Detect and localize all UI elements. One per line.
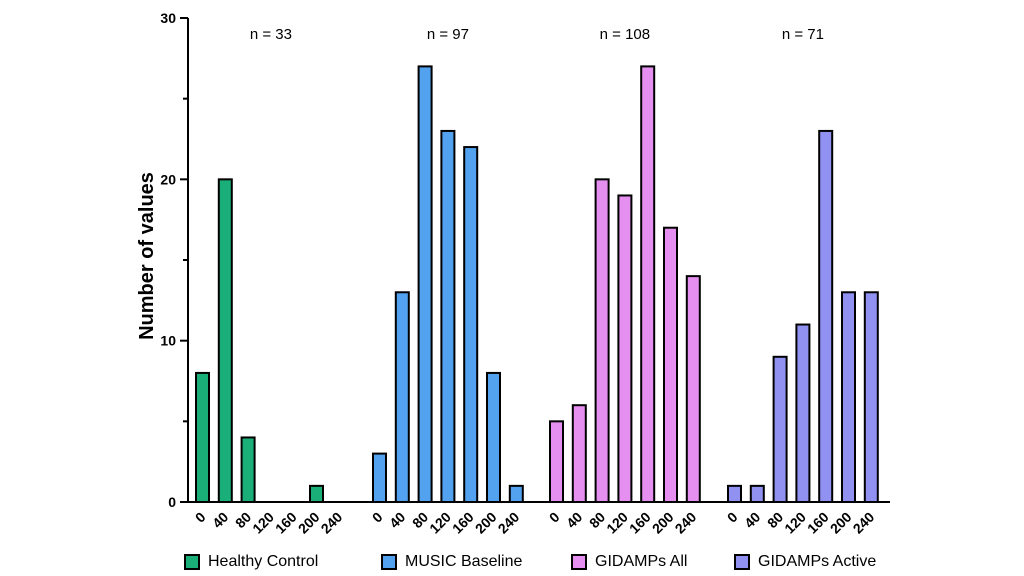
- n-count-label: n = 108: [600, 26, 650, 43]
- bar: [309, 484, 324, 504]
- x-tick-label: 0: [546, 509, 563, 526]
- bar: [749, 484, 765, 504]
- legend-item-gidamps-active: GIDAMPs Active: [734, 550, 876, 574]
- bar: [463, 146, 479, 503]
- bar: [727, 484, 742, 504]
- legend-label: MUSIC Baseline: [405, 553, 523, 570]
- x-tick-label: 0: [369, 509, 386, 526]
- x-tick-label: 120: [249, 509, 277, 537]
- x-tick-label: 40: [563, 509, 585, 531]
- x-tick-label: 160: [449, 509, 477, 537]
- legend-label: Healthy Control: [208, 553, 319, 570]
- y-tick-label: 20: [160, 171, 176, 187]
- x-tick-label: 200: [295, 509, 323, 537]
- x-tick-label: 40: [209, 509, 231, 531]
- x-tick-label: 200: [472, 509, 500, 537]
- legend-item-gidamps-all: GIDAMPs All: [571, 550, 687, 574]
- legend-swatch: [184, 554, 200, 570]
- x-tick-label: 200: [649, 509, 677, 537]
- n-count-label: n = 33: [250, 26, 292, 43]
- bar: [571, 404, 587, 504]
- x-tick-label: 40: [741, 509, 763, 531]
- bar: [663, 226, 678, 503]
- x-tick-label: 160: [272, 509, 300, 537]
- legend-label: GIDAMPs All: [595, 553, 688, 570]
- bar: [440, 129, 456, 504]
- x-tick-label: 240: [850, 509, 878, 537]
- x-tick-label: 200: [827, 509, 855, 537]
- y-tick-label: 0: [168, 494, 176, 510]
- bar: [508, 484, 524, 504]
- legend: Healthy Control MUSIC Baseline GIDAMPs A…: [184, 550, 904, 574]
- bars: [195, 65, 879, 504]
- x-tick-label: 160: [626, 509, 654, 537]
- bar: [195, 371, 210, 503]
- bar: [841, 291, 856, 503]
- y-tick-label: 30: [160, 10, 176, 26]
- bar: [217, 178, 233, 503]
- bar: [372, 452, 387, 504]
- legend-swatch: [381, 554, 397, 570]
- x-tick-label: 240: [672, 509, 700, 537]
- bar: [417, 65, 433, 504]
- bar: [818, 129, 834, 504]
- x-tick-label: 0: [192, 509, 209, 526]
- bar: [772, 355, 788, 503]
- legend-swatch: [734, 554, 750, 570]
- bar: [240, 436, 256, 504]
- bar: [685, 275, 701, 503]
- x-tick-label: 120: [603, 509, 631, 537]
- legend-item-healthy-control: Healthy Control: [184, 550, 318, 574]
- bar: [594, 178, 610, 503]
- legend-label: GIDAMPs Active: [758, 553, 877, 570]
- x-tick-label: 0: [724, 509, 741, 526]
- y-axis-label: Number of values: [136, 172, 158, 340]
- bar: [486, 371, 501, 503]
- x-tick-label: 120: [426, 509, 454, 537]
- n-count-label: n = 71: [782, 26, 824, 43]
- bar: [795, 323, 811, 503]
- x-tick-label: 240: [495, 509, 523, 537]
- bar: [617, 194, 633, 503]
- bar: [549, 420, 564, 504]
- y-tick-label: 10: [160, 333, 176, 349]
- bar: [863, 291, 879, 503]
- n-count-label: n = 97: [427, 26, 469, 43]
- legend-swatch: [571, 554, 587, 570]
- legend-item-music-baseline: MUSIC Baseline: [381, 550, 522, 574]
- x-tick-label: 160: [804, 509, 832, 537]
- x-tick-label: 240: [318, 509, 346, 537]
- bar: [394, 291, 410, 503]
- bar: [640, 65, 656, 504]
- x-tick-label: 120: [781, 509, 809, 537]
- x-tick-label: 40: [386, 509, 408, 531]
